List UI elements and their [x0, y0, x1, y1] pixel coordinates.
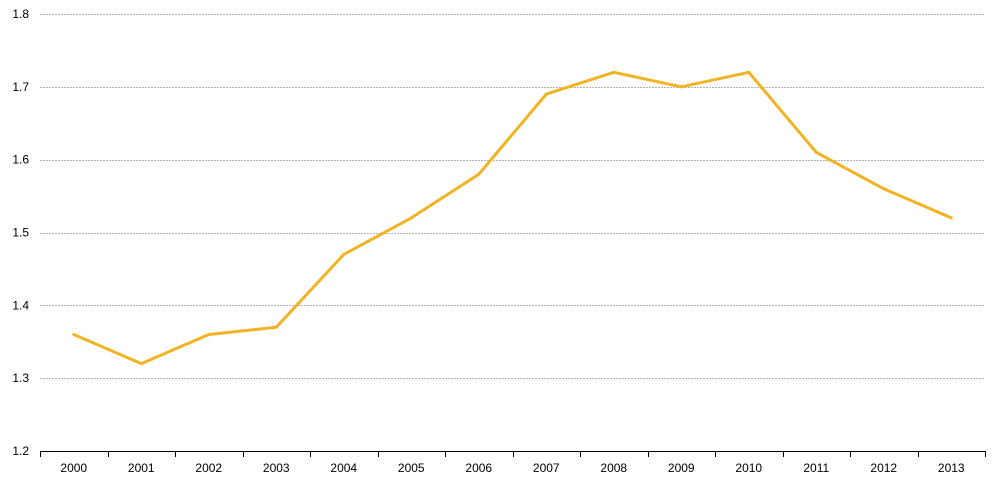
series-line	[73, 70, 952, 366]
x-axis: 2000 2001 2002 2003 2004 2005 2006 2007 2008 2009…	[40, 451, 986, 475]
data-point	[342, 252, 346, 256]
x-tick-label: 2007	[533, 461, 560, 475]
x-tick-label: 2010	[735, 461, 762, 475]
data-point	[477, 172, 481, 176]
y-tick-label: 1.7	[12, 80, 29, 94]
data-point	[207, 332, 211, 336]
y-axis-ticks: 1.2 1.3 1.4 1.5 1.6 1.7 1.8	[12, 7, 29, 458]
series-group	[72, 70, 953, 366]
data-point	[139, 362, 143, 366]
data-point	[409, 216, 413, 220]
x-tick-label: 2008	[600, 461, 627, 475]
data-point	[274, 325, 278, 329]
data-point	[72, 332, 76, 336]
gridlines	[40, 14, 985, 379]
y-tick-label: 1.3	[12, 371, 29, 385]
x-tick-label: 2003	[263, 461, 290, 475]
x-tick-label: 2000	[60, 461, 87, 475]
data-point	[612, 70, 616, 74]
x-tick-label: 2002	[195, 461, 222, 475]
y-tick-label: 1.2	[12, 444, 29, 458]
data-point	[544, 92, 548, 96]
y-tick-label: 1.5	[12, 226, 29, 240]
x-tick-label: 2009	[668, 461, 695, 475]
x-tick-label: 2001	[128, 461, 155, 475]
data-point	[747, 70, 751, 74]
x-tick-label: 2005	[398, 461, 425, 475]
x-tick-label: 2006	[465, 461, 492, 475]
x-tick-label: 2013	[938, 461, 965, 475]
x-tick-label: 2012	[870, 461, 897, 475]
data-point	[949, 216, 953, 220]
y-tick-label: 1.4	[12, 298, 29, 312]
x-tick-label: 2004	[330, 461, 357, 475]
data-point	[814, 150, 818, 154]
data-point	[679, 85, 683, 89]
y-tick-label: 1.8	[12, 7, 29, 21]
x-tick-label: 2011	[803, 461, 829, 475]
y-tick-label: 1.6	[12, 153, 29, 167]
data-point	[882, 187, 886, 191]
